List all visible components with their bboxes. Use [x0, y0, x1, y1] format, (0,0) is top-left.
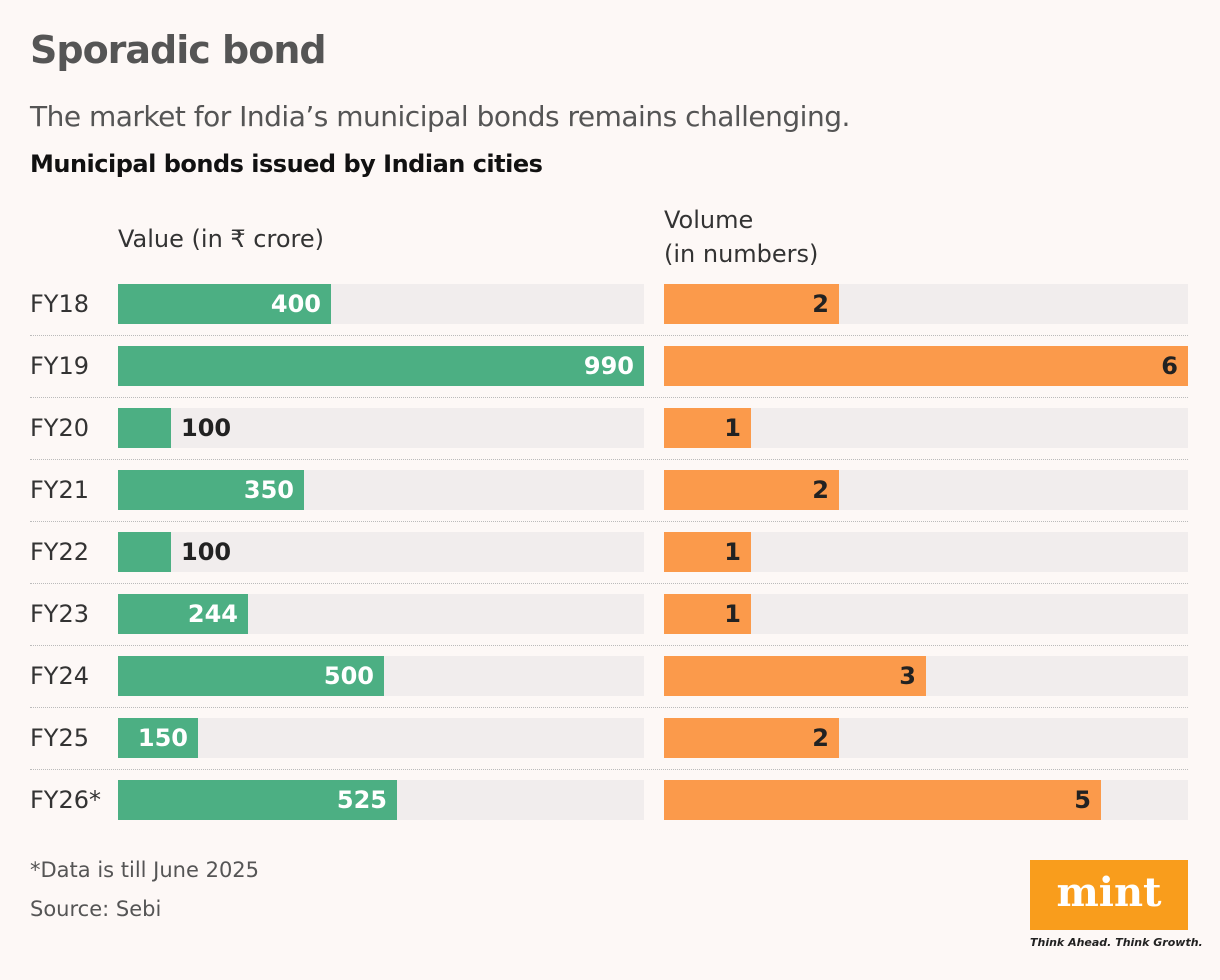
volume-bar [664, 532, 751, 572]
volume-data-label: 1 [724, 414, 741, 442]
value-data-label: 244 [187, 600, 238, 628]
volume-bar-track: 2 [664, 470, 1188, 510]
value-bar-track: 100 [118, 532, 644, 572]
value-data-label: 990 [583, 352, 634, 380]
category-label: FY20 [30, 414, 90, 442]
row-divider [30, 521, 1188, 522]
category-label: FY25 [30, 724, 90, 752]
volume-heading-line2: (in numbers) [664, 240, 819, 268]
chart-title: Sporadic bond [30, 28, 327, 72]
value-bar-track: 350 [118, 470, 644, 510]
value-data-label: 150 [137, 724, 188, 752]
volume-data-label: 3 [899, 662, 916, 690]
volume-bar-track: 6 [664, 346, 1188, 386]
value-bar [118, 346, 644, 386]
value-bar-track: 525 [118, 780, 644, 820]
row-divider [30, 707, 1188, 708]
value-bar-track: 990 [118, 346, 644, 386]
category-label: FY21 [30, 476, 90, 504]
category-label: FY24 [30, 662, 90, 690]
volume-bar [664, 718, 839, 758]
value-data-label: 350 [243, 476, 294, 504]
row-divider [30, 769, 1188, 770]
value-column-heading: Value (in ₹ crore) [118, 225, 324, 253]
row-divider [30, 335, 1188, 336]
volume-data-label: 2 [812, 290, 829, 318]
value-bar [118, 718, 198, 758]
volume-data-label: 1 [724, 600, 741, 628]
mint-logo: mint [1030, 860, 1188, 930]
value-bar [118, 532, 171, 572]
volume-bar [664, 408, 751, 448]
source-note: Source: Sebi [30, 897, 162, 921]
row-divider [30, 645, 1188, 646]
category-label: FY18 [30, 290, 90, 318]
volume-bar [664, 656, 926, 696]
volume-bar-track: 1 [664, 408, 1188, 448]
value-data-label: 100 [181, 538, 232, 566]
volume-data-label: 2 [812, 724, 829, 752]
volume-heading-line1: Volume [664, 206, 754, 234]
value-bar [118, 780, 397, 820]
value-bar-track: 150 [118, 718, 644, 758]
volume-bar-track: 2 [664, 718, 1188, 758]
volume-bar [664, 594, 751, 634]
row-divider [30, 397, 1188, 398]
chart-heading: Municipal bonds issued by Indian cities [30, 150, 543, 178]
volume-column-heading: Volume (in numbers) [664, 203, 884, 271]
volume-bar-track: 3 [664, 656, 1188, 696]
volume-bar-track: 2 [664, 284, 1188, 324]
footnote: *Data is till June 2025 [30, 858, 260, 882]
value-bar-track: 500 [118, 656, 644, 696]
volume-bar [664, 780, 1101, 820]
volume-data-label: 6 [1161, 352, 1178, 380]
value-bar [118, 656, 384, 696]
value-bar-track: 400 [118, 284, 644, 324]
row-divider [30, 459, 1188, 460]
value-data-label: 400 [270, 290, 321, 318]
value-bar-track: 100 [118, 408, 644, 448]
value-bar [118, 408, 171, 448]
volume-bar-track: 1 [664, 594, 1188, 634]
value-bar [118, 594, 248, 634]
value-data-label: 100 [181, 414, 232, 442]
volume-data-label: 1 [724, 538, 741, 566]
value-data-label: 525 [336, 786, 387, 814]
volume-bar [664, 284, 839, 324]
row-divider [30, 583, 1188, 584]
value-bar [118, 284, 331, 324]
volume-data-label: 2 [812, 476, 829, 504]
volume-data-label: 5 [1074, 786, 1091, 814]
volume-bar-track: 5 [664, 780, 1188, 820]
volume-bar-track: 1 [664, 532, 1188, 572]
volume-bar [664, 346, 1188, 386]
category-label: FY26* [30, 786, 102, 814]
value-bar-track: 244 [118, 594, 644, 634]
category-label: FY22 [30, 538, 90, 566]
category-label: FY19 [30, 352, 90, 380]
volume-bar [664, 470, 839, 510]
value-data-label: 500 [323, 662, 374, 690]
logo-tagline: Think Ahead. Think Growth. [1030, 936, 1203, 949]
value-bar [118, 470, 304, 510]
category-label: FY23 [30, 600, 90, 628]
chart-subtitle: The market for India’s municipal bonds r… [30, 100, 850, 133]
